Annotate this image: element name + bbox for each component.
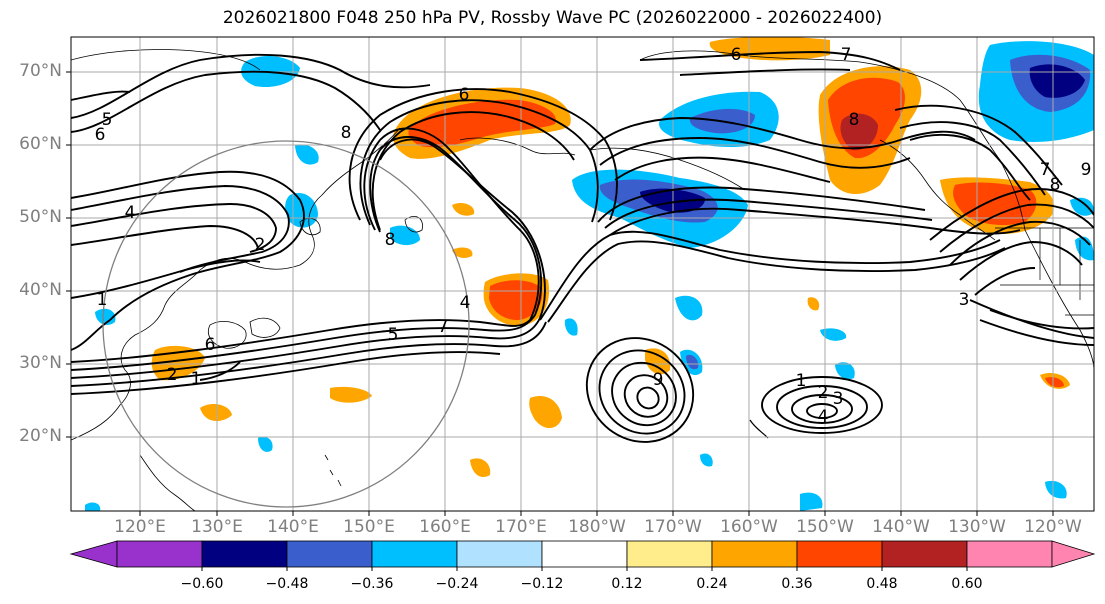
lat-label: 40°N	[19, 280, 62, 300]
contour-label: 6	[95, 125, 106, 145]
contour-label: 5	[388, 325, 399, 345]
lat-label: 60°N	[19, 134, 62, 154]
plot-border	[70, 36, 1095, 512]
lon-label: 170°E	[495, 517, 547, 537]
colorbar-tick-label: −0.60	[180, 576, 224, 592]
colorbar-tick-label: −0.12	[520, 576, 564, 592]
contour-label: 7	[841, 45, 852, 65]
contour-label: 2	[167, 365, 178, 385]
radius-circle	[102, 140, 470, 508]
map-title: 2026021800 F048 250 hPa PV, Rossby Wave …	[222, 8, 883, 28]
contour-label: 3	[833, 389, 844, 409]
colorbar-tick-label: −0.24	[435, 576, 479, 592]
lon-label: 160°E	[419, 517, 471, 537]
colorbar-segment	[286, 540, 373, 568]
colorbar-tick-label: −0.36	[350, 576, 394, 592]
contour-label: 6	[731, 45, 742, 65]
contour-label: 1	[796, 371, 807, 391]
lat-label: 70°N	[19, 61, 62, 81]
contour-label: 8	[1050, 175, 1061, 195]
colorbar-segment	[711, 540, 798, 568]
contour-label-group: 5 6 4 2 1 6 8 6 7 5 4 6 7 8 8 7 9 8 3 1 …	[95, 45, 1092, 427]
contour-label: 4	[125, 203, 136, 223]
contour-label: 8	[385, 230, 396, 250]
borders	[995, 227, 1094, 316]
contour-label: 4	[818, 407, 829, 427]
lon-label: 140°E	[267, 517, 319, 537]
contour-label: 9	[653, 370, 664, 390]
contour-label: 9	[1081, 160, 1092, 180]
contour-label: 7	[438, 317, 449, 337]
colorbar-tick-label: 0.12	[611, 576, 643, 592]
lon-label: 180°W	[568, 517, 626, 537]
lon-label: 130°W	[948, 517, 1006, 537]
contour-label: 4	[460, 293, 471, 313]
contour-label: 5	[102, 110, 113, 130]
contour-label: 6	[205, 335, 216, 355]
tick-marks	[66, 71, 1054, 516]
lon-label: 140°W	[872, 517, 930, 537]
contour-label: 2	[818, 383, 829, 403]
lat-label: 30°N	[19, 353, 62, 373]
colorbar-segment	[456, 540, 543, 568]
lon-label: 170°W	[644, 517, 702, 537]
contour-label: 6	[459, 85, 470, 105]
contour-label: 3	[959, 290, 970, 310]
contour-label: 8	[341, 123, 352, 143]
colorbar-extend-max	[1051, 540, 1096, 568]
contour-label: 8	[849, 110, 860, 130]
colorbar-tick-label: 0.60	[951, 576, 983, 592]
contour-label: 7	[1040, 160, 1051, 180]
colorbar-segment	[796, 540, 883, 568]
contour-label: 1	[97, 290, 108, 310]
lon-label: 150°E	[343, 517, 395, 537]
map-layers	[71, 37, 1094, 511]
lon-label: 160°W	[720, 517, 778, 537]
colorbar-segment	[626, 540, 713, 568]
lon-label: 120°E	[114, 517, 166, 537]
colorbar-tick-label: 0.24	[696, 576, 728, 592]
lon-label: 120°W	[1024, 517, 1082, 537]
lon-label: 130°E	[191, 517, 243, 537]
lon-label: 150°W	[796, 517, 854, 537]
contour-label: 1	[191, 369, 202, 389]
colorbar-segment	[371, 540, 458, 568]
colorbar-segment	[966, 540, 1053, 568]
colorbar-tick-label: 0.36	[781, 576, 813, 592]
colorbar-extend-min	[69, 540, 118, 568]
contour-label: 2	[255, 235, 266, 255]
lat-label: 50°N	[19, 207, 62, 227]
colorbar-segment	[116, 540, 203, 568]
colorbar-segment	[541, 540, 628, 568]
negative-anomalies	[85, 41, 1094, 511]
colorbar-tick-label: −0.48	[265, 576, 309, 592]
colorbar	[69, 540, 1096, 571]
lat-label: 20°N	[19, 426, 62, 446]
colorbar-segment	[201, 540, 288, 568]
colorbar-segment	[881, 540, 968, 568]
pv-contours	[71, 51, 1094, 443]
colorbar-tick-label: 0.48	[866, 576, 898, 592]
